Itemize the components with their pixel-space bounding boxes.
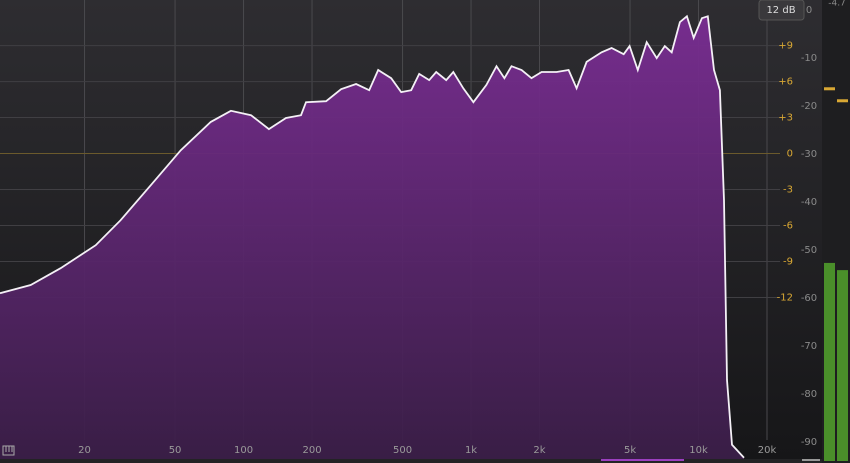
range-button[interactable] xyxy=(758,0,805,21)
band-indicator xyxy=(601,459,684,461)
db-label: -50 xyxy=(801,245,817,256)
db-label: -10 xyxy=(801,53,817,64)
db-label: -70 xyxy=(801,341,817,352)
freq-label: 200 xyxy=(302,445,321,456)
db-label: -90 xyxy=(801,437,817,448)
db-label: -80 xyxy=(801,389,817,400)
piano-icon xyxy=(2,445,15,456)
range-button-label: 12 dB xyxy=(766,5,795,16)
freq-label: 50 xyxy=(169,445,182,456)
gain-label: -9 xyxy=(783,256,793,267)
gain-label: +6 xyxy=(778,77,793,88)
gain-label: -6 xyxy=(783,221,793,232)
freq-label: 20k xyxy=(758,445,777,456)
freq-label: 20 xyxy=(78,445,91,456)
meter-peak-label: -4.7 xyxy=(828,0,846,9)
gain-label: -12 xyxy=(777,292,793,303)
band-indicator xyxy=(802,459,820,461)
gain-label: -3 xyxy=(783,185,793,196)
freq-label: 10k xyxy=(689,445,708,456)
freq-label: 2k xyxy=(533,445,545,456)
gain-label: 0 xyxy=(787,149,793,160)
db-label: -40 xyxy=(801,197,817,208)
meter-peak xyxy=(837,99,848,103)
freq-label: 1k xyxy=(465,445,477,456)
db-label: -20 xyxy=(801,101,817,112)
scrollbar xyxy=(0,459,822,463)
meter-bar xyxy=(824,262,835,461)
freq-label: 500 xyxy=(393,445,412,456)
meter-bar xyxy=(837,270,848,461)
freq-label: 100 xyxy=(234,445,253,456)
gain-label: +9 xyxy=(778,41,793,52)
db-label: -60 xyxy=(801,293,817,304)
meter-peak xyxy=(824,87,835,91)
spectrum-line xyxy=(0,14,745,459)
db-label: -30 xyxy=(801,149,817,160)
db-label: 0 xyxy=(806,5,812,16)
gain-label: +3 xyxy=(778,113,793,124)
freq-label: 5k xyxy=(624,445,636,456)
spectrum-area xyxy=(0,16,744,463)
